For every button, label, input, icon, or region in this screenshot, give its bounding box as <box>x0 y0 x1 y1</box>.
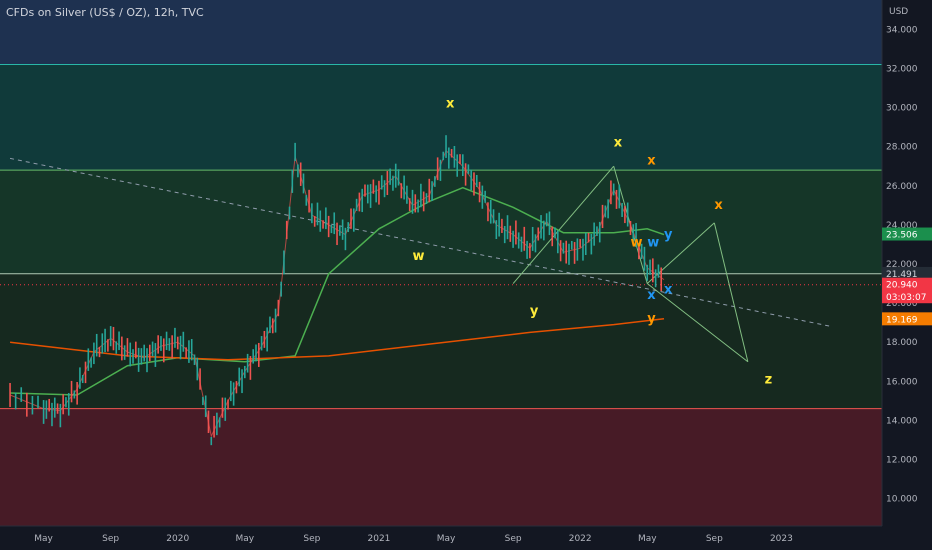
x-tick-label: 2021 <box>368 534 391 544</box>
wave-label: x <box>647 153 656 168</box>
x-tick-label: Sep <box>706 534 723 544</box>
wave-label: x <box>664 282 673 297</box>
x-tick-label: May <box>34 534 53 544</box>
price-tag-label: 21.491 <box>886 270 918 280</box>
y-tick-label: 26.000 <box>886 182 918 192</box>
wave-label: w <box>630 235 642 250</box>
x-tick-label: May <box>638 534 657 544</box>
x-tick-label: 2023 <box>770 534 793 544</box>
y-tick-label: 12.000 <box>886 456 918 466</box>
y-tick-label: 10.000 <box>886 495 918 505</box>
wave-label: w <box>647 235 659 250</box>
wave-label: x <box>446 97 455 112</box>
price-tag <box>882 312 932 326</box>
y-tick-label: 14.000 <box>886 416 918 426</box>
wave-label: z <box>765 372 773 387</box>
y-tick-label: 32.000 <box>886 64 918 74</box>
y-tick-label: 24.000 <box>886 221 918 231</box>
wave-label: y <box>664 228 673 243</box>
y-tick-label: 22.000 <box>886 260 918 270</box>
wave-label: x <box>714 198 723 213</box>
x-tick-label: May <box>437 534 456 544</box>
y-tick-label: 28.000 <box>886 143 918 153</box>
wave-label: x <box>614 136 623 151</box>
price-tag <box>882 277 932 291</box>
trend-line <box>713 222 749 362</box>
x-tick-label: Sep <box>505 534 522 544</box>
y-tick-label: 30.000 <box>886 104 918 114</box>
y-tick-label: 20.000 <box>886 299 918 309</box>
price-tag-label: 23.506 <box>886 231 918 241</box>
x-tick-label: Sep <box>303 534 320 544</box>
zone-band <box>0 273 882 409</box>
zone-band <box>0 64 882 171</box>
y-tick-label: 34.000 <box>886 25 918 35</box>
y-tick-label: 16.000 <box>886 377 918 387</box>
y-tick-label: 18.000 <box>886 338 918 348</box>
currency-label: USD <box>889 7 908 17</box>
chart-title: CFDs on Silver (US$ / OZ), 12h, TVC <box>6 6 204 19</box>
wave-label: y <box>530 304 539 319</box>
x-tick-label: 2020 <box>166 534 189 544</box>
x-tick-label: 2022 <box>569 534 592 544</box>
price-tag <box>882 227 932 241</box>
price-tag <box>882 266 932 280</box>
price-tag-label: 03:03:07 <box>886 293 926 303</box>
zone-band <box>0 170 882 274</box>
zone-band <box>0 408 882 526</box>
trend-line <box>646 283 749 363</box>
price-tag-label: 19.169 <box>886 315 918 325</box>
price-tag <box>882 290 932 304</box>
price-tag-label: 20.940 <box>886 281 918 291</box>
wave-label: x <box>647 288 656 303</box>
zone-band <box>0 0 882 65</box>
trend-line <box>512 165 615 284</box>
trend-line <box>9 157 832 328</box>
x-tick-label: May <box>236 534 255 544</box>
wave-label: w <box>412 249 424 264</box>
x-tick-label: Sep <box>102 534 119 544</box>
wave-label: y <box>647 312 656 327</box>
time-scale <box>0 526 932 550</box>
